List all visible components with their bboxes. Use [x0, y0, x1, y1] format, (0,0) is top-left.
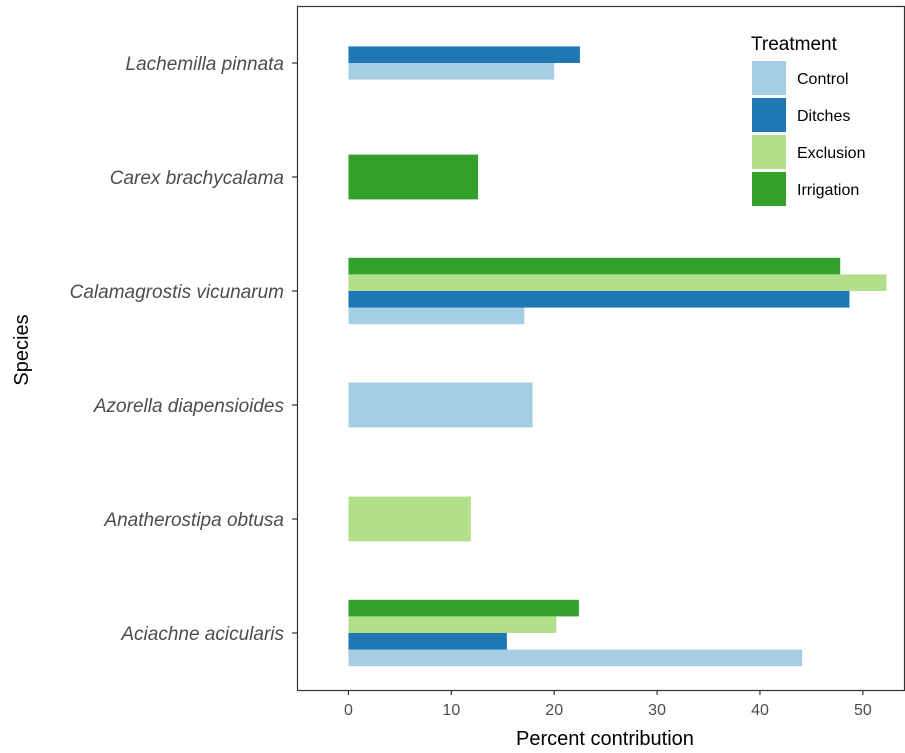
x-tick-label: 30: [648, 702, 666, 719]
y-tick-label: Calamagrostis vicunarum: [70, 282, 284, 303]
y-tick-label: Lachemilla pinnata: [126, 54, 284, 75]
bar-exclusion-5: [348, 496, 471, 542]
y-tick-label: Azorella diapensioides: [93, 396, 285, 417]
legend-swatch-ditches: [752, 98, 786, 132]
x-tick-label: 40: [751, 702, 769, 719]
bar-control-4: [348, 382, 533, 428]
legend-title: Treatment: [751, 34, 838, 55]
legend-swatch-irrigation: [752, 172, 786, 206]
legend-label-ditches: Ditches: [797, 108, 850, 125]
x-tick-label: 0: [344, 702, 353, 719]
bar-irrigation-2: [348, 154, 479, 200]
legend-label-irrigation: Irrigation: [797, 182, 859, 199]
x-tick-label: 20: [545, 702, 563, 719]
bar-control-6: [348, 649, 803, 667]
y-axis: Lachemilla pinnata Carex brachycalama Cala…: [70, 54, 297, 645]
bar-irrigation-6: [348, 599, 579, 617]
bar-exclusion-6: [348, 616, 557, 633]
y-tick-label: Aciachne acicularis: [120, 624, 284, 645]
bar-ditches-3: [348, 291, 850, 308]
legend-swatch-exclusion: [752, 135, 786, 169]
legend-swatch-control: [752, 61, 786, 95]
y-tick-label: Carex brachycalama: [110, 168, 284, 189]
bars-layer: [348, 46, 887, 667]
bar-ditches-6: [348, 633, 507, 650]
x-axis: 0 10 20 30 40 50: [344, 690, 872, 719]
x-tick-label: 10: [442, 702, 460, 719]
legend-label-exclusion: Exclusion: [797, 145, 865, 162]
legend-label-control: Control: [797, 71, 849, 88]
bar-control-3: [348, 307, 525, 325]
bar-irrigation-3: [348, 257, 841, 275]
y-tick-label: Anatherostipa obtusa: [103, 510, 284, 531]
bar-ditches-1: [348, 46, 580, 63]
panel-background: [297, 6, 904, 690]
y-axis-title: Species: [11, 314, 33, 385]
x-axis-title: Percent contribution: [516, 728, 694, 750]
bar-control-1: [348, 63, 555, 80]
x-tick-label: 50: [854, 702, 872, 719]
bar-exclusion-3: [348, 274, 887, 291]
legend: Treatment Control Ditches Exclusion Irrigat…: [751, 34, 865, 206]
